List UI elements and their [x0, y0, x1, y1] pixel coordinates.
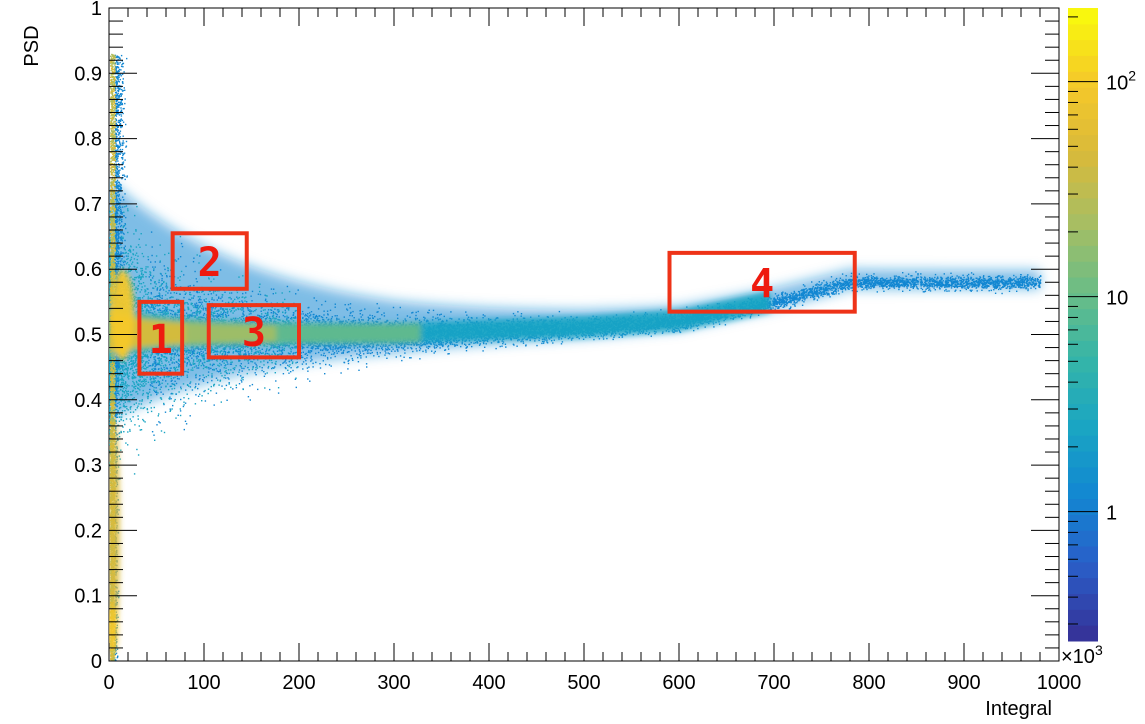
x-tick-label: 200 [282, 672, 315, 694]
x-tick-label: 400 [472, 672, 505, 694]
colorbar-segment [1068, 514, 1098, 531]
x-multiplier-label: ×103 [1061, 642, 1103, 668]
x-tick-label: 0 [103, 672, 114, 694]
colorbar-segment [1068, 356, 1098, 373]
colorbar-segment [1068, 55, 1098, 72]
colorbar-segment [1068, 625, 1098, 642]
colorbar-segment [1068, 308, 1098, 325]
region-label-2: 2 [198, 240, 222, 286]
x-tick-label: 600 [662, 672, 695, 694]
y-tick-label: 0.5 [74, 325, 102, 347]
colorbar-segment [1068, 482, 1098, 500]
colorbar-segment [1068, 8, 1098, 25]
density-core [109, 269, 771, 654]
region-box-2 [170, 231, 249, 291]
colorbar-segment [1068, 387, 1098, 405]
colorbar-tick-label: 102 [1106, 68, 1136, 95]
region-label-4: 4 [750, 261, 774, 307]
colorbar-segment [1068, 23, 1098, 41]
y-tick-label: 0.6 [74, 259, 102, 281]
colorbar-tick-label: 10 [1106, 288, 1128, 310]
y-tick-label: 0.2 [74, 520, 102, 542]
colorbar-segment [1068, 71, 1098, 88]
region-box-4 [667, 250, 857, 314]
axes: 0 100 200 300 400 500 600 700 800 900 1000 0 0.1 0.2 0… [74, 0, 1081, 694]
x-tick-label: 300 [377, 672, 410, 694]
y-tick-label: 0.1 [74, 586, 102, 608]
x-tick-label: 100 [187, 672, 220, 694]
colorbar-segment [1068, 182, 1098, 199]
colorbar-segment [1068, 609, 1098, 626]
y-tick-label: 0.9 [74, 63, 102, 85]
colorbar-segment [1068, 451, 1098, 468]
color-scale: 1 10 102 [1068, 8, 1136, 642]
colorbar-segment [1068, 197, 1098, 215]
colorbar-segment [1068, 577, 1098, 595]
y-tick-label: 0.3 [74, 455, 102, 477]
y-tick-label: 1 [91, 0, 102, 20]
colorbar-segment [1068, 102, 1098, 120]
x-axis-title: Integral [985, 698, 1052, 720]
density-envelope [109, 179, 1040, 420]
colorbar-segment [1068, 39, 1098, 56]
colorbar-segment [1068, 498, 1098, 515]
colorbar-segment [1068, 466, 1098, 484]
colorbar-tick-label: 1 [1106, 503, 1117, 525]
region-label-3: 3 [242, 310, 266, 356]
colorbar-segment [1068, 166, 1098, 183]
x-tick-label: 900 [947, 672, 980, 694]
colorbar-segment [1068, 134, 1098, 151]
colorbar-segment [1068, 371, 1098, 389]
x-tick-label: 500 [567, 672, 600, 694]
density-fan [109, 179, 1040, 420]
colorbar-segment [1068, 340, 1098, 357]
region-label-1: 1 [149, 317, 173, 363]
x-tick-label: 1000 [1037, 672, 1082, 694]
colorbar-segment [1068, 277, 1098, 294]
y-tick-label: 0 [91, 651, 102, 673]
colorbar-segment [1068, 419, 1098, 436]
y-tick-label: 0.7 [74, 194, 102, 216]
region-box-1 [137, 299, 185, 376]
region-box-3 [206, 303, 301, 360]
colorbar-segment [1068, 403, 1098, 420]
colorbar-segment [1068, 435, 1098, 452]
x-tick-label: 700 [757, 672, 790, 694]
colorbar-segment [1068, 546, 1098, 563]
colorbar-segment [1068, 593, 1098, 610]
colorbar-segment [1068, 324, 1098, 341]
colorbar-segment [1068, 87, 1098, 104]
region-boxes: 123 4 [137, 231, 857, 376]
colorbar-segment [1068, 150, 1098, 167]
colorbar-segment [1068, 530, 1098, 547]
colorbar-segment [1068, 118, 1098, 136]
colorbar-segment [1068, 245, 1098, 262]
colorbar-segment [1068, 229, 1098, 246]
y-tick-label: 0.4 [74, 390, 102, 412]
x-tick-label: 800 [852, 672, 885, 694]
colorbar-segment [1068, 213, 1098, 231]
y-tick-label: 0.8 [74, 129, 102, 151]
colorbar-segment [1068, 561, 1098, 579]
y-axis-title: PSD [21, 25, 43, 66]
colorbar-segment [1068, 261, 1098, 278]
